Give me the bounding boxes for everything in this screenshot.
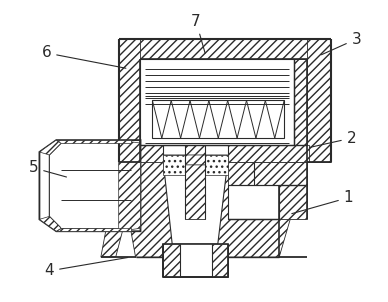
Polygon shape bbox=[119, 162, 307, 257]
Polygon shape bbox=[228, 162, 307, 219]
Polygon shape bbox=[140, 145, 309, 162]
Polygon shape bbox=[119, 39, 140, 162]
Polygon shape bbox=[185, 145, 205, 219]
Polygon shape bbox=[40, 140, 140, 231]
Polygon shape bbox=[56, 228, 131, 231]
Text: 2: 2 bbox=[310, 131, 356, 147]
Polygon shape bbox=[101, 162, 140, 257]
Polygon shape bbox=[61, 143, 131, 228]
Polygon shape bbox=[205, 155, 228, 175]
Text: 6: 6 bbox=[42, 45, 126, 68]
Polygon shape bbox=[163, 162, 228, 244]
Polygon shape bbox=[163, 155, 228, 165]
Polygon shape bbox=[228, 185, 279, 219]
Text: 5: 5 bbox=[29, 160, 66, 177]
Polygon shape bbox=[163, 145, 228, 162]
Polygon shape bbox=[212, 244, 228, 277]
Polygon shape bbox=[140, 59, 294, 145]
Text: 7: 7 bbox=[191, 14, 205, 53]
Polygon shape bbox=[163, 244, 180, 277]
Polygon shape bbox=[163, 244, 228, 277]
Text: 4: 4 bbox=[45, 258, 128, 278]
Polygon shape bbox=[119, 140, 140, 231]
Polygon shape bbox=[119, 39, 331, 59]
Text: 1: 1 bbox=[292, 190, 353, 214]
Polygon shape bbox=[40, 140, 61, 155]
Text: 3: 3 bbox=[321, 31, 361, 55]
Polygon shape bbox=[294, 59, 309, 145]
Polygon shape bbox=[152, 101, 284, 138]
Polygon shape bbox=[40, 217, 61, 231]
Polygon shape bbox=[56, 140, 131, 143]
Polygon shape bbox=[163, 155, 185, 175]
Polygon shape bbox=[49, 143, 131, 228]
Polygon shape bbox=[307, 39, 331, 162]
